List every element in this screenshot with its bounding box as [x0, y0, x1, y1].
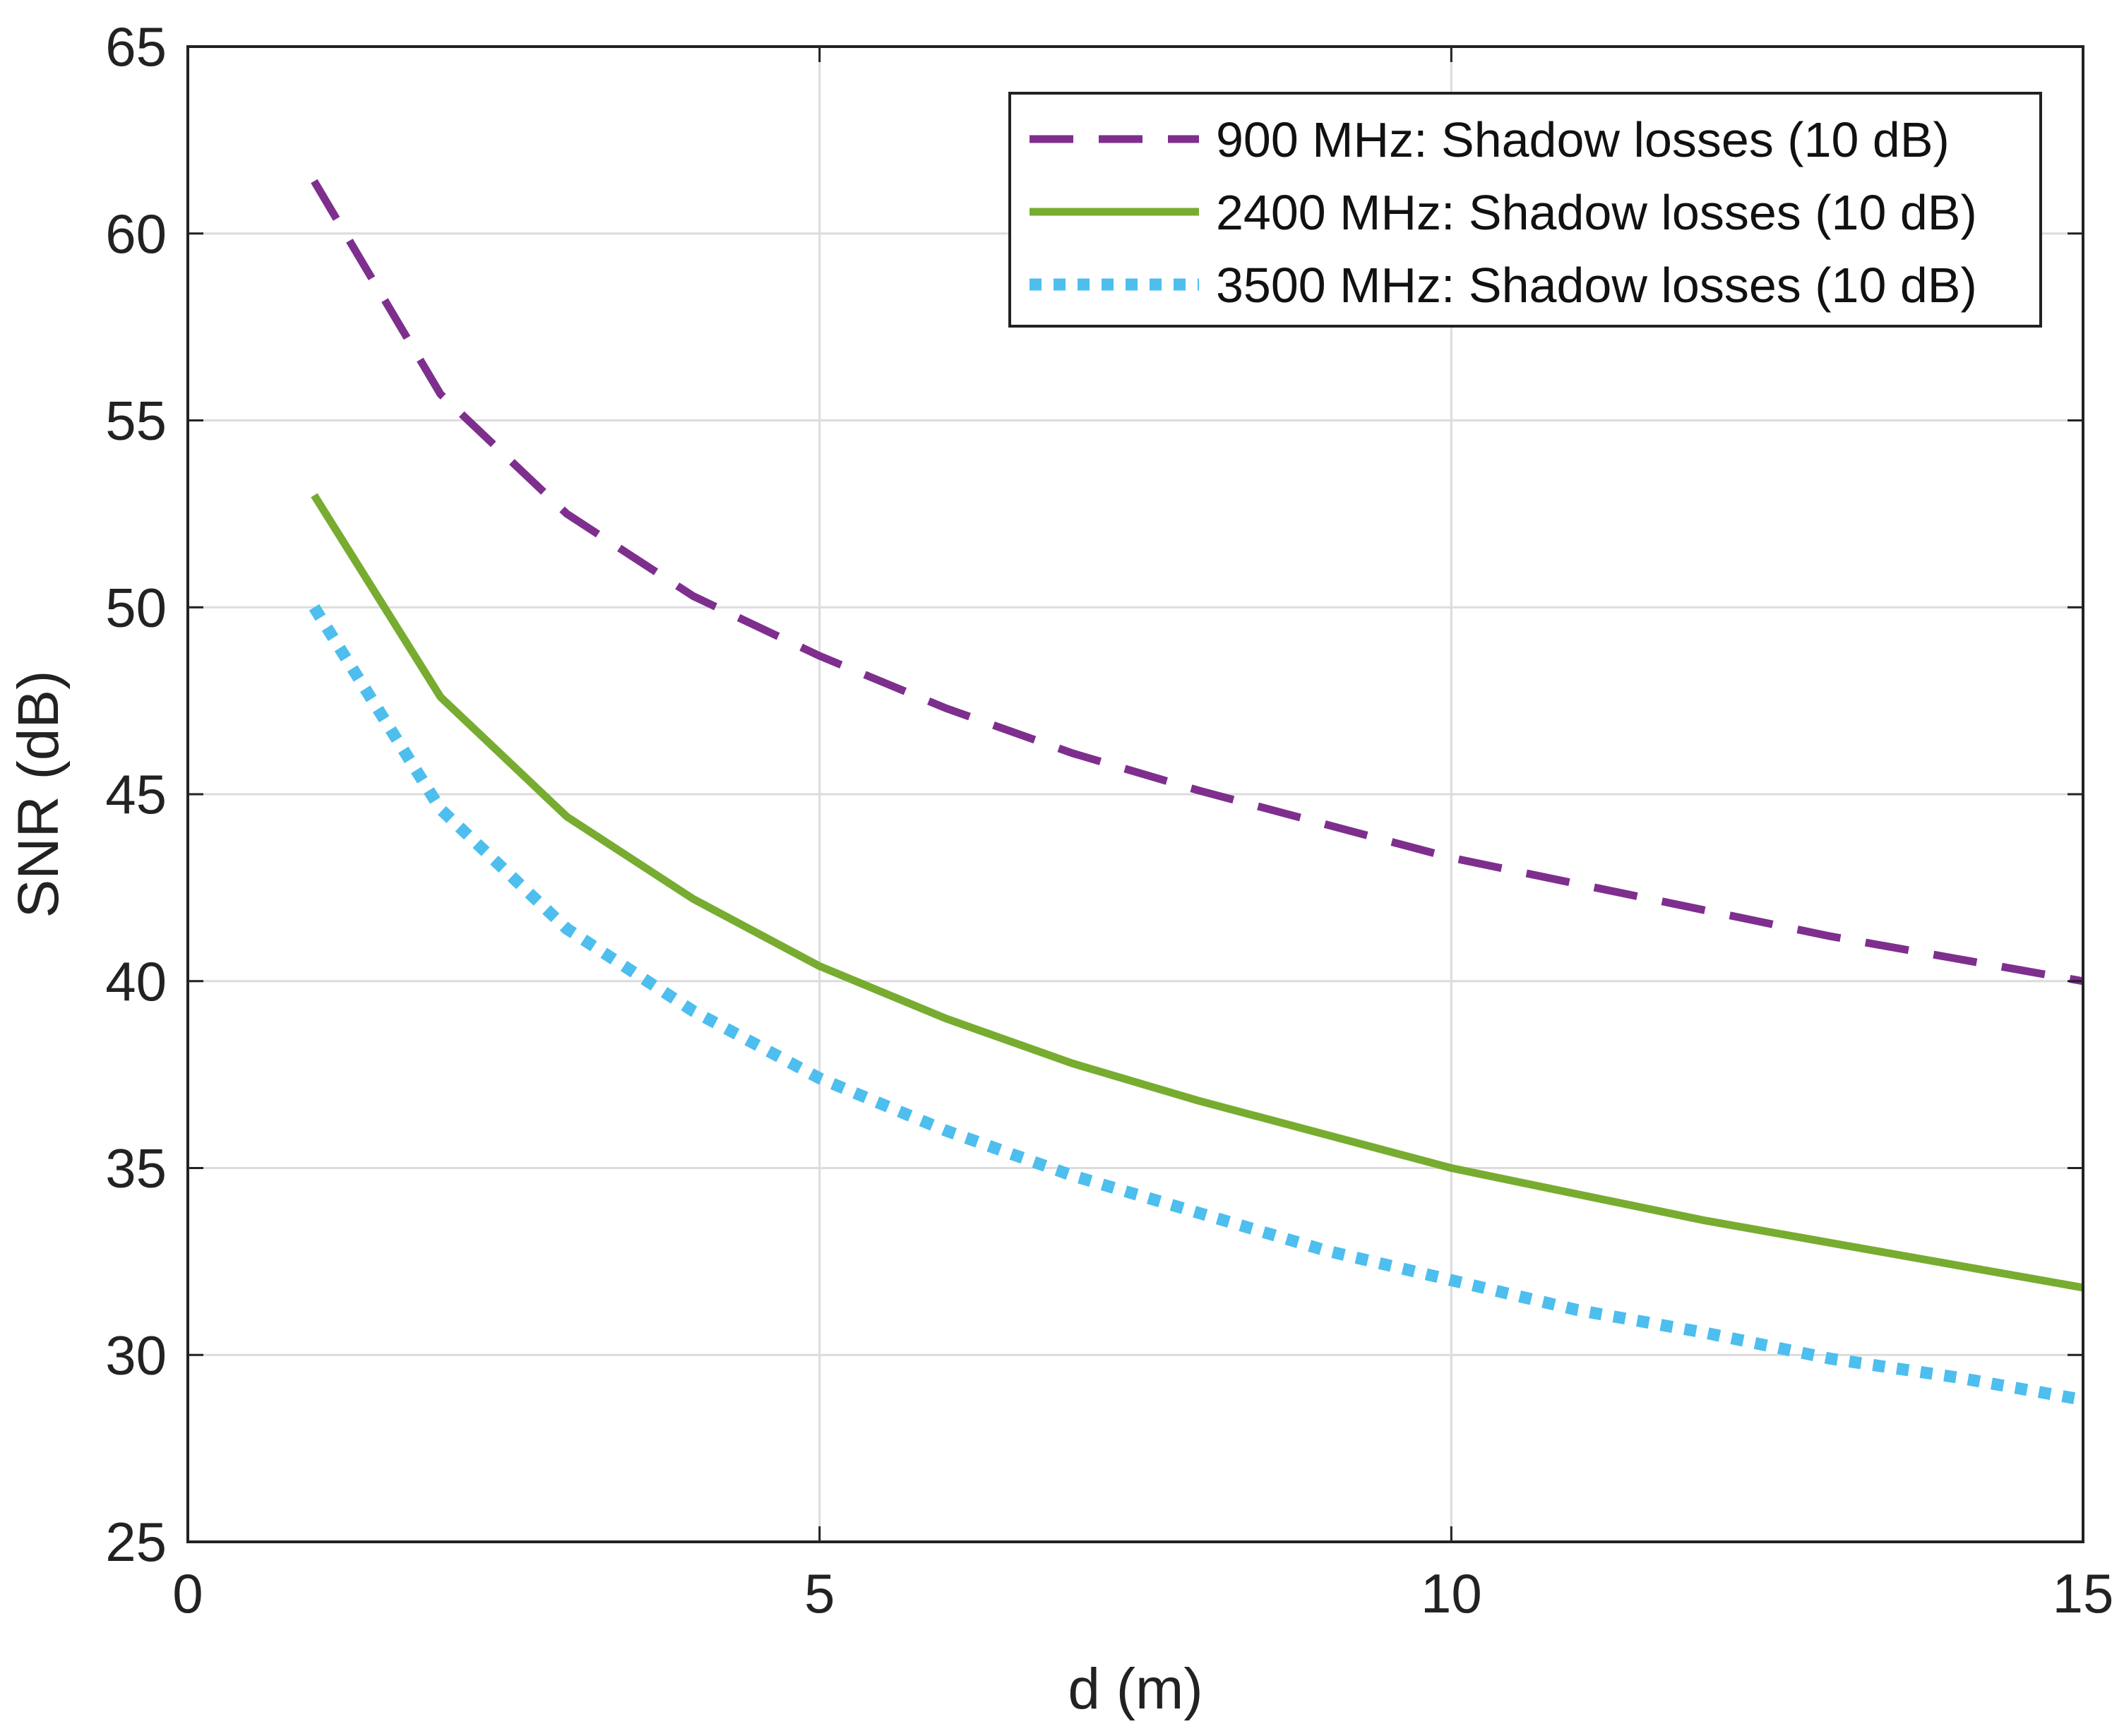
legend: 900 MHz: Shadow losses (10 dB) 2400 MHz: …	[1008, 92, 2042, 328]
legend-label-1: 900 MHz: Shadow losses (10 dB)	[1216, 112, 1950, 167]
y-axis-label: SNR (dB)	[6, 671, 71, 918]
x-tick-label: 10	[1421, 1562, 1482, 1624]
y-tick-label: 35	[105, 1137, 167, 1199]
y-tick-label: 50	[105, 576, 167, 638]
series-group	[309, 179, 2084, 1406]
tick-labels: 0 5 10 15 25 30 35 40 45 50 55 60 65	[105, 16, 2113, 1624]
x-tick-label: 5	[804, 1562, 835, 1624]
x-axis-label: d (m)	[1068, 1657, 1203, 1721]
x-tick-label: 0	[172, 1562, 203, 1624]
legend-label-2: 2400 MHz: Shadow losses (10 dB)	[1216, 185, 1977, 240]
y-tick-label: 45	[105, 763, 167, 825]
y-tick-label: 65	[105, 16, 167, 78]
y-tick-label: 60	[105, 203, 167, 265]
series-line-1	[311, 179, 2084, 986]
grid	[188, 47, 2083, 1542]
y-tick-label: 25	[105, 1511, 167, 1573]
legend-label-3: 3500 MHz: Shadow losses (10 dB)	[1216, 258, 1977, 313]
y-tick-label: 40	[105, 950, 167, 1012]
series-line-2	[311, 493, 2084, 1292]
x-tick-label: 15	[2053, 1562, 2114, 1624]
y-tick-label: 55	[105, 390, 167, 452]
series-line-3	[309, 604, 2084, 1406]
axis-ticks	[186, 45, 2084, 1543]
y-tick-label: 30	[105, 1324, 167, 1386]
